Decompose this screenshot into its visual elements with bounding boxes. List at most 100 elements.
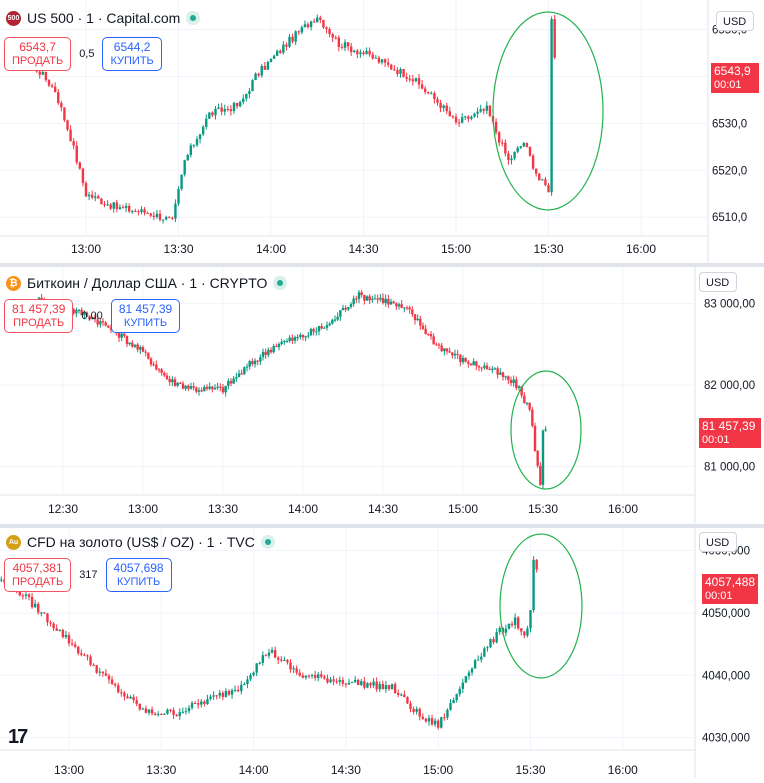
- btc-title[interactable]: Биткоин / Доллар США · 1 · CRYPTO: [27, 275, 268, 291]
- us500-countdown: 00:01: [714, 79, 742, 91]
- candle-body: [368, 296, 371, 301]
- btc-currency-select[interactable]: USD: [699, 272, 737, 292]
- candle-body: [332, 679, 335, 682]
- chart-panel-gold[interactable]: 4060,0004050,0004040,0004030,00013:0013:…: [0, 528, 764, 783]
- candle-body: [237, 689, 240, 692]
- candle-body: [181, 383, 185, 389]
- candle-body: [46, 613, 49, 623]
- candle-body: [516, 617, 520, 629]
- gold-currency-select[interactable]: USD: [699, 532, 737, 552]
- us500-legend: 500 US 500 · 1 · Capital.com: [6, 10, 201, 26]
- candle-body: [343, 42, 347, 48]
- candle-body: [480, 367, 483, 369]
- market-open-icon: [186, 11, 201, 25]
- btc-buy-button[interactable]: 81 457,39 КУПИТЬ: [110, 299, 181, 333]
- btc-sell-button[interactable]: 81 457,39 ПРОДАТЬ: [4, 299, 74, 333]
- candle-body: [251, 361, 254, 365]
- chart-panel-us500[interactable]: 6550,06540,06530,06520,06510,013:0013:30…: [0, 0, 764, 263]
- candle-body: [504, 142, 507, 154]
- gold-buy-button[interactable]: 4057,698 КУПИТЬ: [105, 558, 172, 592]
- candle-body: [464, 676, 468, 683]
- candle-body: [328, 29, 331, 35]
- panel-divider[interactable]: [0, 263, 764, 267]
- candle-body: [339, 310, 342, 317]
- candle-body: [184, 385, 187, 389]
- us500-buy-button[interactable]: 6544,2 КУПИТЬ: [102, 37, 162, 71]
- candle-body: [206, 699, 209, 704]
- candle-body: [243, 367, 246, 374]
- candle-body: [78, 162, 82, 169]
- candle-body: [323, 327, 326, 329]
- candle-body: [423, 88, 427, 92]
- candle-body: [86, 655, 89, 657]
- us500-chart[interactable]: 6550,06540,06530,06520,06510,013:0013:30…: [0, 0, 764, 263]
- candle-body: [380, 59, 384, 63]
- candle-body: [528, 146, 532, 156]
- candle-body: [272, 346, 275, 353]
- candle-body: [486, 647, 489, 649]
- us500-currency-select[interactable]: USD: [716, 11, 754, 31]
- candle-body: [437, 720, 440, 728]
- candle-body: [320, 674, 323, 677]
- candle-body: [399, 69, 402, 74]
- candle-body: [496, 368, 499, 375]
- y-tick-label: 6520,0: [712, 165, 747, 177]
- candle-body: [289, 662, 292, 670]
- candle-body: [107, 325, 110, 328]
- candle-body: [109, 204, 112, 209]
- candle-body: [372, 681, 375, 686]
- us500-title[interactable]: US 500 · 1 · Capital.com: [27, 10, 181, 26]
- candle-body: [286, 659, 289, 663]
- x-tick-label: 13:00: [128, 502, 158, 516]
- candle-body: [126, 696, 129, 699]
- candle-body: [374, 57, 378, 59]
- candle-body: [541, 430, 545, 485]
- gold-sell-button[interactable]: 4057,381 ПРОДАТЬ: [4, 558, 72, 592]
- x-tick-label: 13:00: [54, 763, 84, 777]
- candle-body: [152, 364, 155, 366]
- candle-body: [413, 314, 417, 321]
- btc-chart[interactable]: 83 000,00 82 000,00 81 000,00 12:30 13:00 13:…: [0, 267, 764, 524]
- candle-body: [208, 112, 211, 119]
- candle-body: [219, 386, 222, 388]
- candle-body: [120, 692, 123, 694]
- x-tick-label: 14:30: [348, 242, 378, 256]
- tradingview-logo-icon[interactable]: 17: [8, 726, 28, 748]
- candle-body: [177, 188, 180, 204]
- candle-body: [53, 86, 57, 93]
- candle-body: [209, 696, 212, 700]
- candle-body: [383, 59, 387, 63]
- us500-sell-button[interactable]: 6543,7 ПРОДАТЬ: [4, 37, 72, 71]
- candle-body: [216, 386, 219, 388]
- candle-body: [267, 349, 270, 355]
- candle-body: [220, 107, 223, 112]
- candle-body: [504, 628, 508, 633]
- candle-body: [389, 301, 393, 305]
- candle-body: [83, 312, 86, 316]
- candle-body: [470, 668, 474, 673]
- candle-body: [229, 380, 233, 384]
- candle-body: [485, 105, 489, 111]
- candle-body: [248, 361, 251, 367]
- candle-body: [457, 122, 461, 124]
- panel-divider[interactable]: [0, 524, 764, 528]
- gold-title[interactable]: CFD на золото (US$ / OZ) · 1 · TVC: [27, 534, 255, 550]
- candle-body: [89, 656, 92, 665]
- candle-body: [124, 205, 128, 208]
- candle-body: [446, 709, 449, 718]
- candle-body: [353, 679, 357, 683]
- candle-body: [352, 298, 355, 305]
- candle-body: [544, 179, 547, 186]
- y-tick-label: 6510,0: [712, 212, 747, 224]
- candle-body: [456, 353, 459, 355]
- candle-body: [304, 336, 307, 338]
- candle-body: [149, 213, 152, 216]
- chart-panel-btc[interactable]: 83 000,00 82 000,00 81 000,00 12:30 13:00 13:…: [0, 267, 764, 524]
- candle-body: [432, 336, 435, 345]
- candle-body: [347, 682, 351, 685]
- candle-body: [283, 340, 286, 342]
- x-tick-label: 13:30: [146, 763, 176, 777]
- candle-body: [520, 386, 523, 396]
- candle-body: [430, 718, 434, 725]
- candle-body: [175, 714, 178, 717]
